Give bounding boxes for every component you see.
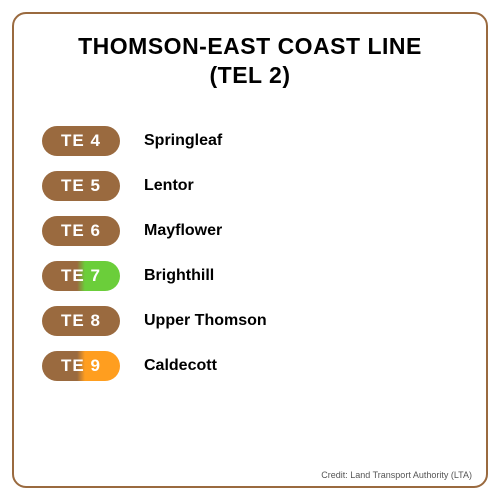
station-code-badge: TE 4 xyxy=(42,126,120,156)
station-row: TE 6 Mayflower xyxy=(42,216,464,246)
credit-text: Credit: Land Transport Authority (LTA) xyxy=(321,470,472,480)
station-row: TE 4 Springleaf xyxy=(42,126,464,156)
station-name: Springleaf xyxy=(144,132,222,150)
station-row: TE 7 Brighthill xyxy=(42,261,464,291)
station-row: TE 5 Lentor xyxy=(42,171,464,201)
card-title: THOMSON-EAST COAST LINE (TEL 2) xyxy=(36,32,464,90)
station-row: TE 8 Upper Thomson xyxy=(42,306,464,336)
station-name: Brighthill xyxy=(144,267,214,285)
station-row: TE 9 Caldecott xyxy=(42,351,464,381)
station-name: Lentor xyxy=(144,177,194,195)
station-name: Mayflower xyxy=(144,222,222,240)
station-code-badge: TE 7 xyxy=(42,261,120,291)
station-name: Upper Thomson xyxy=(144,312,267,330)
title-line-1: THOMSON-EAST COAST LINE xyxy=(36,32,464,61)
station-code-badge: TE 6 xyxy=(42,216,120,246)
station-code-badge: TE 8 xyxy=(42,306,120,336)
title-line-2: (TEL 2) xyxy=(36,61,464,90)
station-code-badge: TE 5 xyxy=(42,171,120,201)
info-card: THOMSON-EAST COAST LINE (TEL 2) TE 4 Spr… xyxy=(12,12,488,488)
station-code-badge: TE 9 xyxy=(42,351,120,381)
station-name: Caldecott xyxy=(144,357,217,375)
station-list: TE 4 Springleaf TE 5 Lentor TE 6 Mayflow… xyxy=(36,126,464,381)
